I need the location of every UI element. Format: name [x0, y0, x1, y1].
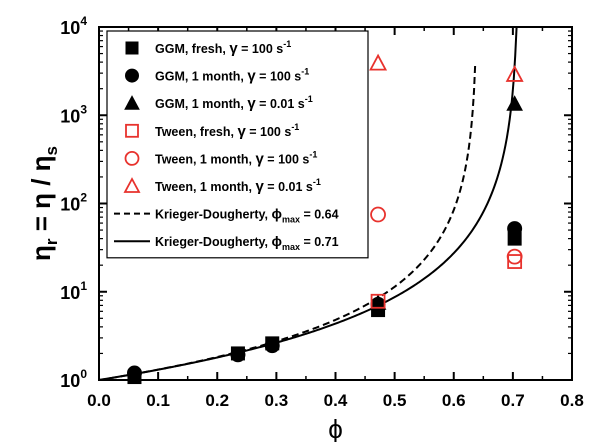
- x-tick-label: 0.6: [442, 391, 466, 410]
- legend-item: Tween, 1 month, γ = 0.01 s-1: [123, 177, 321, 195]
- x-tick-label: 0.5: [383, 391, 407, 410]
- data-point: [507, 254, 523, 269]
- model-curves: [98, 26, 518, 381]
- x-tick-label: 0.8: [560, 391, 584, 410]
- data-points: [126, 53, 524, 385]
- legend: GGM, fresh, γ = 100 s-1 GGM, 1 month, γ =…: [106, 30, 369, 259]
- legend-item: GGM, 1 month, γ = 100 s-1: [125, 67, 309, 85]
- x-axis-label: ϕ: [328, 414, 343, 442]
- y-tick-label: 104: [60, 14, 87, 38]
- x-tick-label: 0.7: [501, 391, 525, 410]
- x-tick-label: 0.4: [324, 391, 348, 410]
- y-axis-label: ηr = η / ηs: [26, 146, 61, 261]
- x-tick-label: 0.0: [87, 391, 111, 410]
- legend-label: Tween, fresh, γ = 100 s-1: [155, 122, 299, 140]
- data-point: [370, 293, 386, 309]
- y-tick-label: 103: [60, 102, 87, 126]
- legend-label: GGM, fresh, γ = 100 s-1: [155, 39, 291, 57]
- data-point: [507, 221, 523, 237]
- y-tick-label: 102: [60, 191, 87, 215]
- x-tick-label: 0.3: [265, 391, 289, 410]
- legend-item: GGM, 1 month, γ = 0.01 s-1: [124, 94, 313, 112]
- legend-item: Krieger-Dougherty, ϕmax = 0.64: [114, 206, 339, 225]
- legend-marker: [125, 68, 139, 83]
- legend-label: Tween, 1 month, γ = 0.01 s-1: [155, 177, 321, 195]
- x-axis-ticks: 0.0 0.1 0.2 0.3 0.4 0.5 0.6 0.7 0.8: [87, 27, 584, 410]
- y-tick-label: 100: [60, 367, 87, 391]
- data-point: [369, 53, 388, 71]
- data-point: [264, 338, 280, 354]
- legend-label: Tween, 1 month, γ = 100 s-1: [155, 149, 317, 167]
- legend-marker: [125, 123, 139, 138]
- legend-item: GGM, fresh, γ = 100 s-1: [125, 39, 291, 57]
- legend-marker: [124, 150, 140, 166]
- y-tick-label: 101: [60, 279, 87, 303]
- kd-curve-phimax-071: [98, 26, 518, 381]
- data-point: [506, 95, 523, 111]
- data-point: [230, 347, 246, 363]
- legend-box: [106, 30, 369, 259]
- legend-item: Krieger-Dougherty, ϕmax = 0.71: [114, 233, 339, 252]
- legend-item: Tween, fresh, γ = 100 s-1: [125, 122, 299, 140]
- legend-marker: [124, 95, 140, 110]
- data-point: [370, 206, 386, 223]
- y-axis-label-text: ηr = η / ηs: [26, 146, 61, 261]
- x-tick-label: 0.1: [146, 391, 170, 410]
- data-point: [506, 248, 523, 265]
- x-tick-label: 0.2: [205, 391, 229, 410]
- y-axis-ticks: 100 101 102 103 104: [60, 14, 572, 391]
- data-point: [126, 365, 142, 381]
- legend-label: Krieger-Dougherty, ϕmax = 0.64: [155, 206, 339, 225]
- kd-curve-phimax-064: [98, 62, 477, 381]
- legend-label: GGM, 1 month, γ = 100 s-1: [155, 67, 309, 85]
- legend-label: GGM, 1 month, γ = 0.01 s-1: [155, 94, 313, 112]
- legend-marker: [125, 41, 139, 55]
- legend-marker: [123, 177, 141, 193]
- data-point: [505, 65, 524, 82]
- data-point: [369, 294, 387, 310]
- legend-item: Tween, 1 month, γ = 100 s-1: [124, 149, 317, 167]
- legend-label: Krieger-Dougherty, ϕmax = 0.71: [155, 233, 339, 252]
